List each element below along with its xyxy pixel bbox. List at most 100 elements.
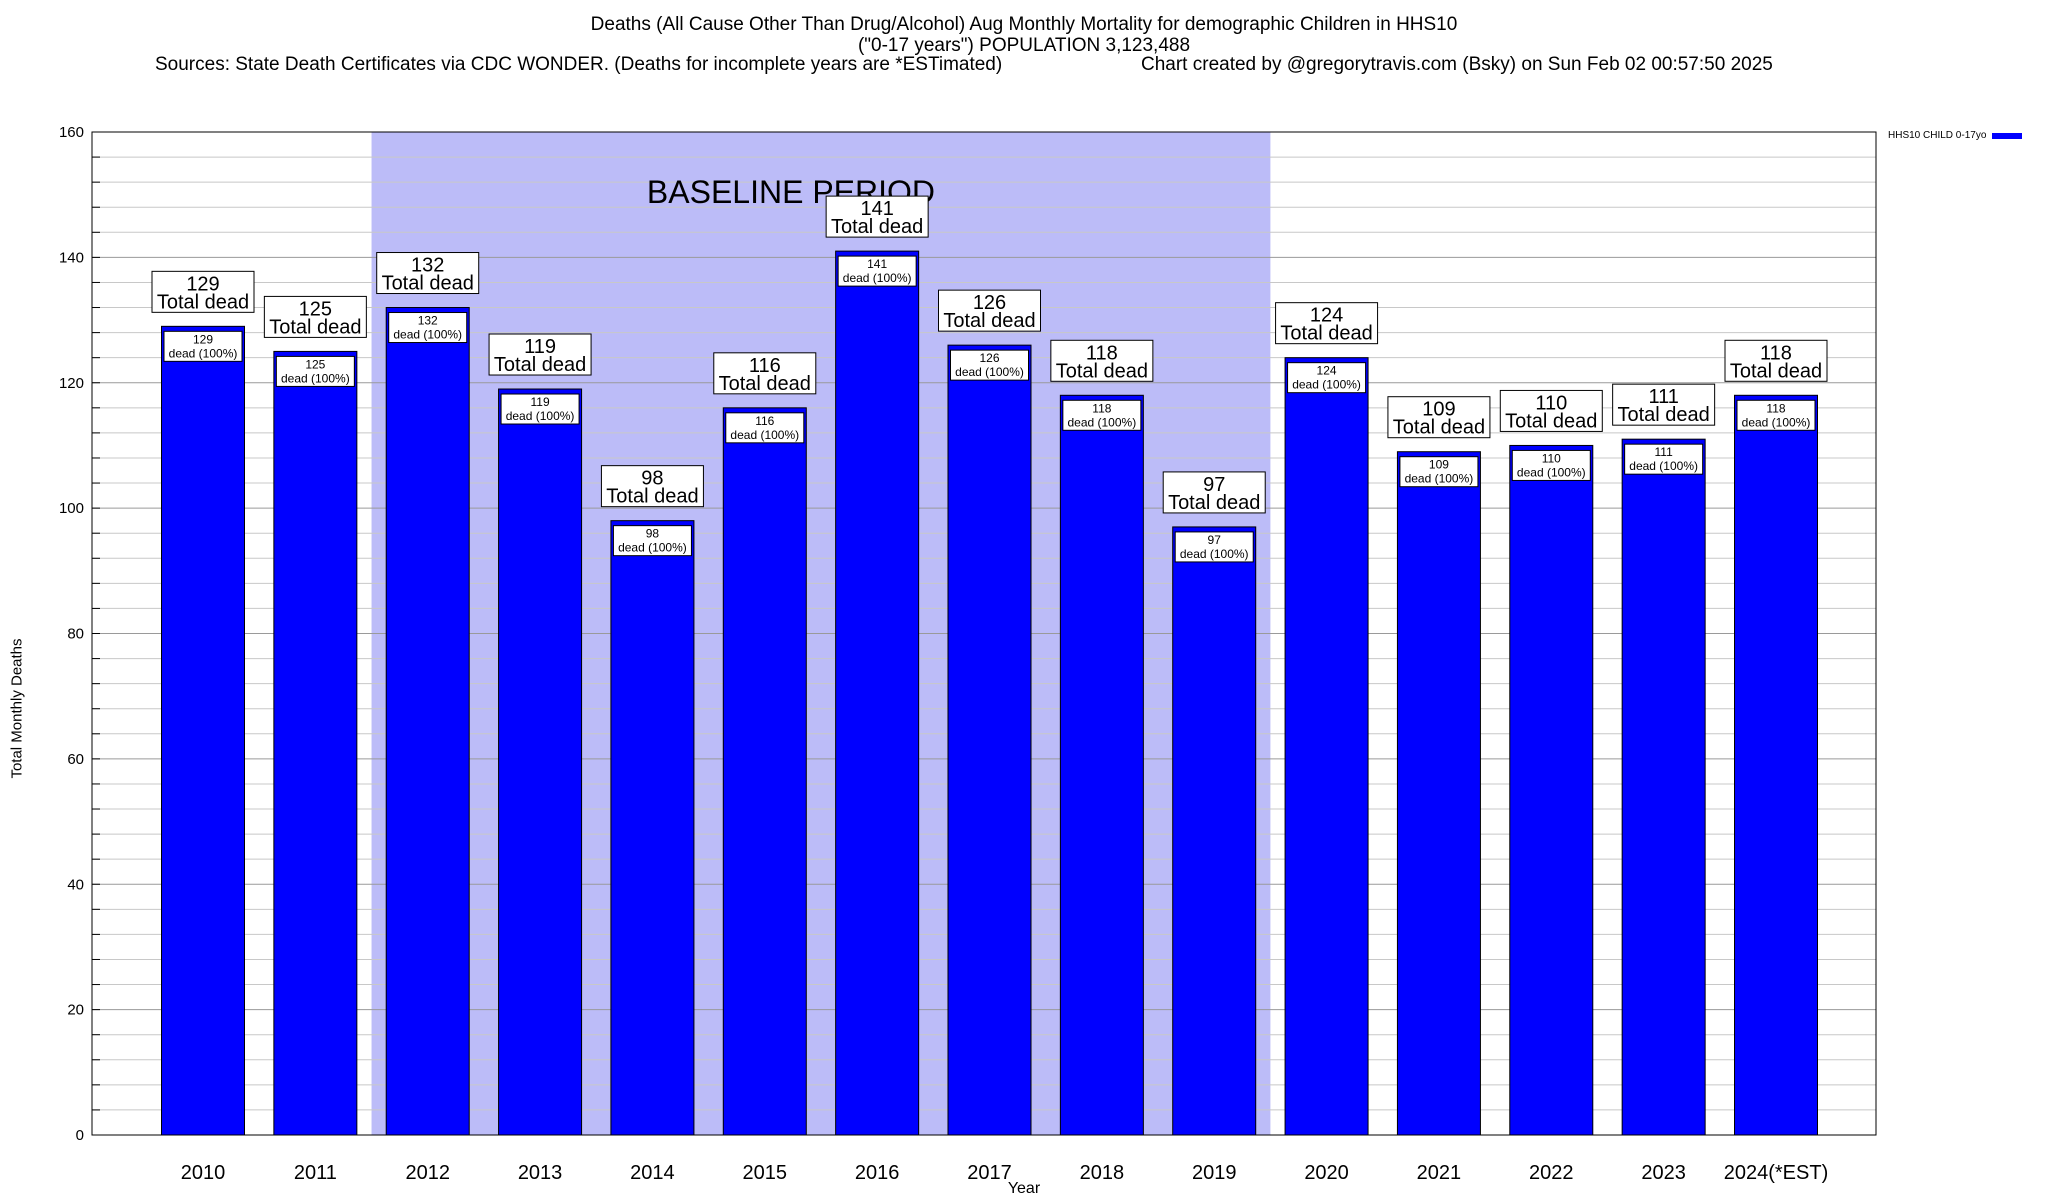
bar-inner-label-box bbox=[163, 330, 243, 362]
y-axis-label-wrap: Total Monthly Deaths bbox=[4, 560, 30, 860]
bar-inner-label-box bbox=[275, 355, 355, 387]
bar-total-label-box bbox=[1499, 389, 1603, 432]
bar-total-label-box bbox=[488, 333, 592, 376]
bar-total-label-box bbox=[376, 252, 480, 295]
chart-credit: Chart created by @gregorytravis.com (Bsk… bbox=[1141, 54, 1773, 75]
bar bbox=[722, 407, 807, 1136]
x-tick-label: 2013 bbox=[518, 1162, 563, 1184]
bar-inner-label-box bbox=[1624, 443, 1704, 475]
bar-inner-value: 129 bbox=[193, 332, 213, 346]
bar-inner-label: dead (100%) bbox=[843, 271, 912, 285]
x-tick-label: 2017 bbox=[967, 1162, 1012, 1184]
bar-total-label-box bbox=[825, 195, 929, 238]
y-tick-label: 100 bbox=[59, 500, 84, 517]
x-tick-label: 2023 bbox=[1641, 1162, 1686, 1184]
bar-inner-label: dead (100%) bbox=[955, 365, 1024, 379]
y-tick-label: 0 bbox=[76, 1127, 84, 1144]
bar-total-label-box bbox=[1387, 396, 1491, 439]
bar-inner-label: dead (100%) bbox=[1405, 472, 1474, 486]
bar bbox=[498, 388, 583, 1136]
bar-inner-value: 119 bbox=[531, 395, 550, 409]
bar-total-value: 129 bbox=[186, 273, 219, 295]
x-tick-label: 2021 bbox=[1417, 1162, 1462, 1184]
bar-total-label: Total dead bbox=[943, 310, 1035, 332]
bar bbox=[1172, 526, 1257, 1136]
bar-inner-label: dead (100%) bbox=[393, 328, 462, 342]
bar-total-value: 118 bbox=[1086, 342, 1118, 364]
bar-inner-label-box bbox=[1736, 399, 1816, 431]
bar bbox=[1396, 451, 1481, 1136]
y-tick-label: 160 bbox=[59, 124, 84, 141]
legend-label: HHS10 CHILD 0-17yo bbox=[1888, 130, 1987, 141]
bar-total-label: Total dead bbox=[1393, 417, 1485, 439]
bar-inner-value: 126 bbox=[979, 351, 999, 365]
x-tick-label: 2019 bbox=[1192, 1162, 1237, 1184]
x-tick-label: 2018 bbox=[1080, 1162, 1125, 1184]
bar-inner-value: 124 bbox=[1317, 364, 1337, 378]
bar-total-label: Total dead bbox=[1280, 323, 1372, 345]
bar-inner-value: 118 bbox=[1766, 401, 1785, 415]
x-tick-label: 2014 bbox=[630, 1162, 675, 1184]
bar-inner-value: 125 bbox=[305, 357, 325, 371]
bar-total-label: Total dead bbox=[831, 216, 923, 238]
bar-total-label: Total dead bbox=[494, 354, 586, 376]
bar-total-label-box bbox=[1275, 302, 1379, 345]
bar-inner-label: dead (100%) bbox=[1742, 415, 1811, 429]
legend: HHS10 CHILD 0-17yo bbox=[1888, 130, 2023, 141]
bar-inner-label: dead (100%) bbox=[1517, 465, 1586, 479]
chart-subtitle: ("0-17 years") POPULATION 3,123,488 bbox=[857, 35, 1191, 56]
bar-total-label-box bbox=[713, 352, 817, 395]
bar-total-label-box bbox=[151, 270, 255, 313]
bar-inner-value: 98 bbox=[646, 527, 660, 541]
bar-total-label: Total dead bbox=[719, 373, 811, 395]
bar-total-label: Total dead bbox=[157, 291, 249, 313]
y-tick-label: 80 bbox=[67, 626, 84, 643]
bar-total-label-box bbox=[1050, 339, 1154, 382]
bar-total-value: 119 bbox=[524, 336, 556, 358]
chart-title: Deaths (All Cause Other Than Drug/Alcoho… bbox=[590, 14, 1458, 35]
bar-inner-label-box bbox=[1062, 399, 1142, 431]
bar-total-value: 132 bbox=[411, 255, 444, 277]
x-tick-label: 2024(*EST) bbox=[1724, 1162, 1829, 1184]
bar-total-label: Total dead bbox=[1168, 492, 1260, 514]
bar bbox=[610, 520, 695, 1136]
bar-inner-value: 141 bbox=[867, 257, 887, 271]
bar-inner-label: dead (100%) bbox=[1292, 378, 1361, 392]
bar-total-label: Total dead bbox=[1505, 410, 1597, 432]
bar-inner-label-box bbox=[1399, 456, 1479, 488]
bar-inner-label-box bbox=[837, 255, 917, 287]
bar bbox=[273, 350, 358, 1136]
bar-total-label-box bbox=[1162, 471, 1266, 514]
bar-inner-value: 111 bbox=[1655, 445, 1674, 459]
bar-inner-label: dead (100%) bbox=[618, 541, 687, 555]
bar-inner-label: dead (100%) bbox=[1629, 459, 1698, 473]
bar-total-value: 111 bbox=[1648, 386, 1678, 408]
bar-inner-label: dead (100%) bbox=[281, 371, 350, 385]
legend-swatch bbox=[1992, 132, 2023, 139]
bar-inner-label-box bbox=[500, 393, 580, 425]
y-tick-label: 20 bbox=[67, 1002, 84, 1019]
bar-total-label: Total dead bbox=[382, 273, 474, 295]
bar bbox=[947, 344, 1032, 1136]
chart-titles: Deaths (All Cause Other Than Drug/Alcoho… bbox=[0, 14, 2048, 56]
bar-total-label-box bbox=[1724, 339, 1828, 382]
bar-inner-value: 109 bbox=[1429, 458, 1449, 472]
bar-total-value: 118 bbox=[1760, 342, 1792, 364]
bar-total-label: Total dead bbox=[1730, 360, 1822, 382]
bar-total-value: 109 bbox=[1422, 399, 1455, 421]
y-tick-label: 140 bbox=[59, 249, 84, 266]
bar-total-label: Total dead bbox=[606, 486, 698, 508]
bar-total-value: 124 bbox=[1310, 305, 1343, 327]
bar bbox=[1734, 394, 1818, 1136]
bar bbox=[1621, 438, 1706, 1136]
bar-inner-label-box bbox=[388, 312, 468, 344]
bar-total-value: 141 bbox=[860, 198, 893, 220]
y-tick-label: 120 bbox=[59, 375, 84, 392]
x-tick-label: 2015 bbox=[743, 1162, 788, 1184]
bar-total-value: 126 bbox=[973, 292, 1006, 314]
bar-inner-label: dead (100%) bbox=[1067, 415, 1136, 429]
bar-total-label-box bbox=[263, 295, 367, 338]
bar bbox=[1284, 357, 1369, 1136]
bar-total-value: 97 bbox=[1203, 474, 1225, 496]
